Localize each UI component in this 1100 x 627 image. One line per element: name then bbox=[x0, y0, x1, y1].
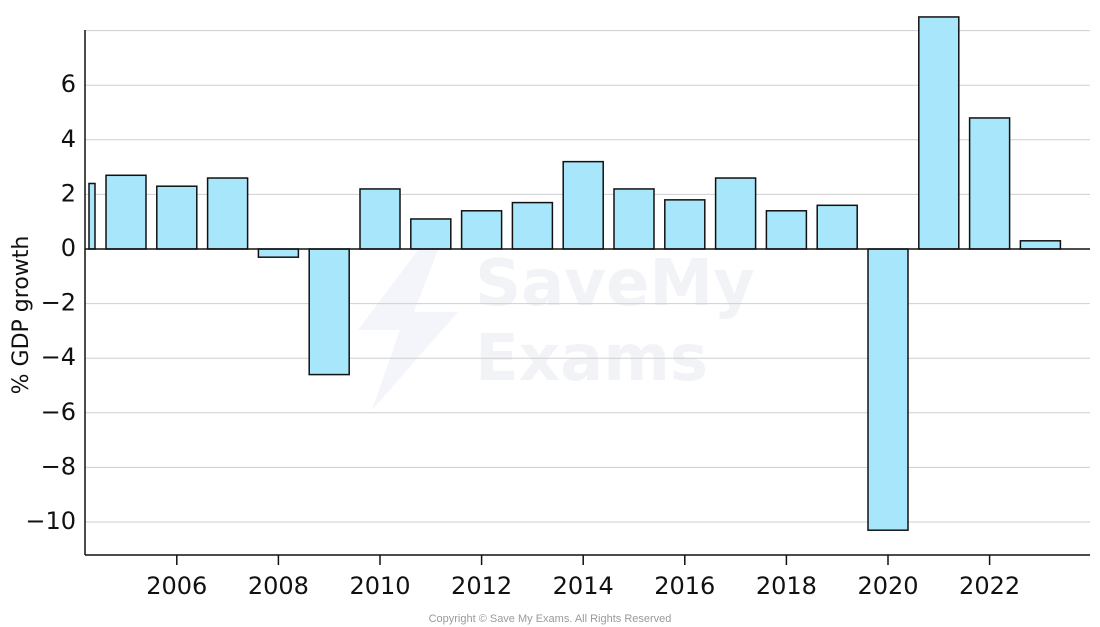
bar-2013 bbox=[511, 201, 554, 250]
bar-2005 bbox=[105, 174, 147, 250]
x-tick-label: 2022 bbox=[959, 572, 1020, 600]
y-tick-label: −2 bbox=[41, 289, 76, 317]
bar-2019 bbox=[816, 204, 858, 250]
x-tick-label: 2014 bbox=[553, 572, 614, 600]
y-tick-label: 2 bbox=[61, 179, 76, 207]
watermark-line-1: SaveMy bbox=[475, 247, 755, 321]
watermark: SaveMy Exams bbox=[358, 247, 755, 410]
x-tick-label: 2006 bbox=[146, 572, 207, 600]
bar-2015 bbox=[613, 188, 655, 250]
bar-2011 bbox=[410, 218, 452, 250]
y-tick-label: −8 bbox=[41, 452, 76, 480]
x-tick-label: 2010 bbox=[349, 572, 410, 600]
bar-2008 bbox=[257, 248, 300, 258]
y-tick-label: 4 bbox=[61, 125, 76, 153]
y-tick-label: −4 bbox=[41, 343, 76, 371]
y-tick-label: −6 bbox=[41, 398, 76, 426]
bars bbox=[88, 16, 1062, 531]
bar-2018 bbox=[765, 210, 808, 250]
x-tick-label: 2016 bbox=[654, 572, 715, 600]
bar-2010 bbox=[359, 188, 401, 250]
bar-2007 bbox=[206, 177, 249, 250]
copyright-text: Copyright © Save My Exams. All Rights Re… bbox=[429, 613, 672, 625]
y-axis-ticks: −10 −8 −6 −4 −2 0 2 4 6 bbox=[25, 70, 76, 535]
bar-2006 bbox=[156, 185, 198, 250]
watermark-line-2: Exams bbox=[475, 322, 708, 396]
bar-2023 bbox=[1019, 240, 1062, 250]
y-tick-label: −10 bbox=[25, 507, 76, 535]
bar-2022 bbox=[968, 117, 1011, 250]
x-tick-label: 2012 bbox=[451, 572, 512, 600]
watermark-bolt-icon bbox=[358, 250, 458, 410]
bar-2016 bbox=[664, 199, 706, 250]
y-tick-label: 0 bbox=[61, 234, 76, 262]
bar-2012 bbox=[460, 210, 503, 250]
x-tick-label: 2018 bbox=[756, 572, 817, 600]
y-tick-label: 6 bbox=[61, 70, 76, 98]
bar-2014 bbox=[562, 160, 604, 250]
y-axis-title: % GDP growth bbox=[9, 236, 34, 395]
bar-2009 bbox=[308, 248, 350, 376]
bar-2004 bbox=[88, 182, 96, 250]
bar-2017 bbox=[714, 177, 757, 250]
bar-2021 bbox=[918, 16, 960, 250]
x-axis-ticks: 2006 2008 2010 2012 2014 2016 2018 2020 2022 bbox=[146, 555, 1020, 600]
bar-2020 bbox=[867, 248, 909, 531]
x-tick-label: 2008 bbox=[248, 572, 309, 600]
x-tick-label: 2020 bbox=[857, 572, 918, 600]
